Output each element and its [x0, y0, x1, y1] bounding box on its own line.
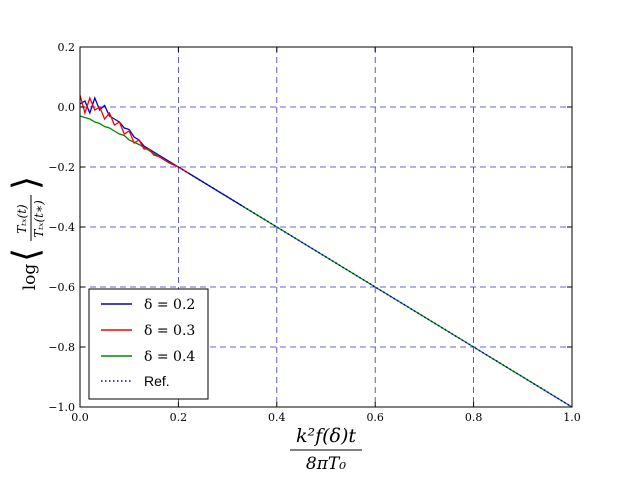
legend-label-1: δ = 0.3 [144, 323, 195, 339]
y-tick-label-2: −0.2 [48, 161, 75, 174]
series-line-0 [79, 96, 243, 207]
series-line-3 [178, 166, 573, 408]
legend-label-0: δ = 0.2 [144, 297, 195, 313]
x-axis-label: k²f(δ)t 8πT₀ [290, 425, 362, 474]
axis-ticks: 0.0 0.2 0.4 0.6 0.8 1.0 0.2 0.0 −0.2 −0.4 −0.6 −0.8… [48, 41, 580, 424]
y-axis-label-denominator: Tₜₓ(t∗) [32, 200, 46, 238]
y-tick-label-6: −1.0 [48, 401, 75, 414]
x-tick-label-1: 0.2 [170, 411, 188, 424]
y-tick-label-5: −0.8 [48, 341, 75, 354]
x-tick-label-0: 0.0 [71, 411, 89, 424]
series-group [79, 94, 573, 408]
x-tick-label-4: 0.8 [465, 411, 483, 424]
y-axis-label-numerator: Tₜₓ(t) [15, 204, 29, 234]
series-line-1 [79, 94, 189, 174]
y-tick-label-4: −0.6 [48, 281, 75, 294]
legend-box [88, 288, 209, 400]
legend: δ = 0.2 δ = 0.3 δ = 0.4 Ref. [88, 288, 209, 400]
x-tick-label-3: 0.6 [366, 411, 384, 424]
x-tick-label-5: 1.0 [563, 411, 581, 424]
y-axis-label: log ⟨ Tₜₓ(t) Tₜₓ(t∗) ⟩ [6, 176, 47, 290]
legend-label-3: Ref. [144, 373, 170, 389]
y-tick-label-1: 0.0 [58, 101, 76, 114]
legend-label-2: δ = 0.4 [144, 349, 195, 365]
y-axis-label-open-bracket: ⟨ [6, 248, 47, 262]
y-tick-label-0: 0.2 [58, 41, 76, 54]
x-axis-label-numerator: k²f(δ)t [296, 425, 356, 447]
x-tick-label-2: 0.4 [268, 411, 286, 424]
y-axis-label-prefix: log [20, 264, 40, 291]
y-tick-label-3: −0.4 [48, 221, 75, 234]
grid-lines [80, 47, 572, 407]
x-axis-label-denominator: 8πT₀ [306, 454, 346, 474]
y-axis-label-close-bracket: ⟩ [6, 176, 47, 190]
